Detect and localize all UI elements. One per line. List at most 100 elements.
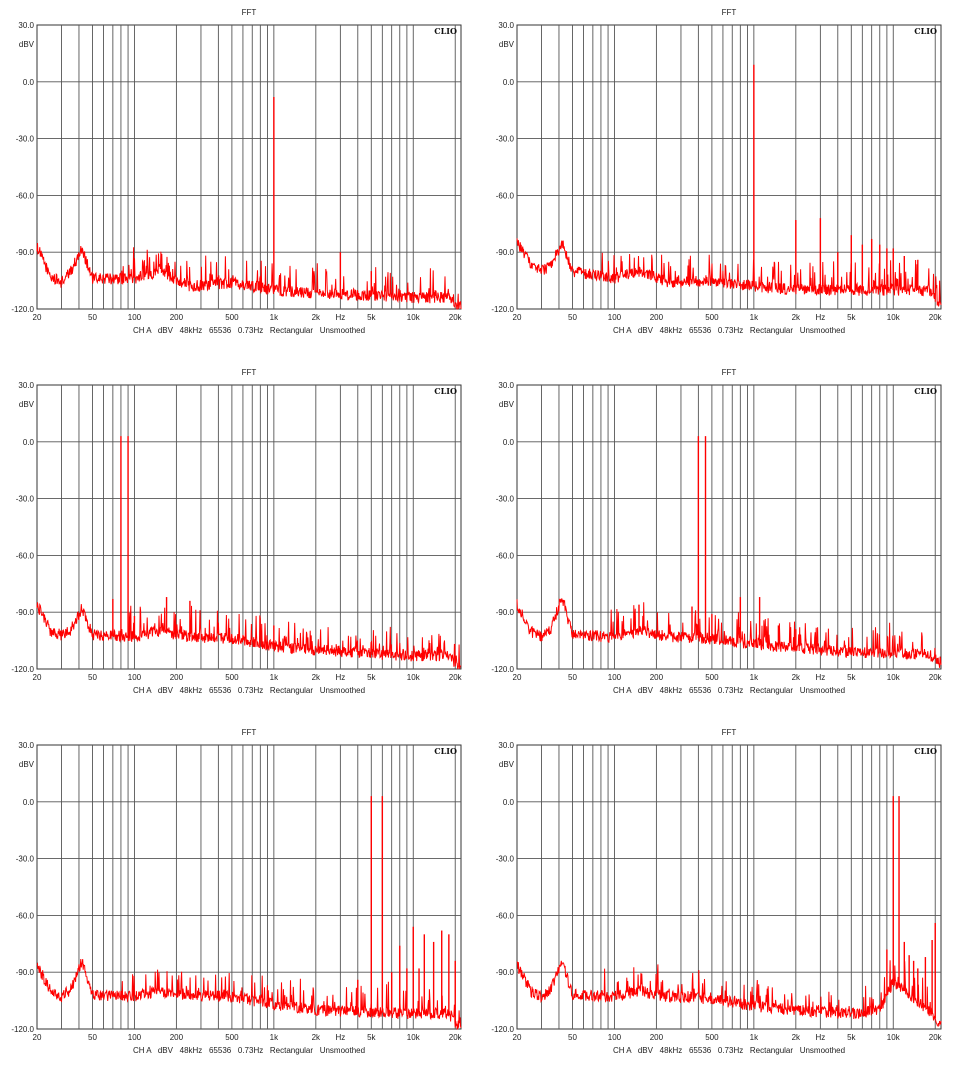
chart-title: FFT [722,728,737,737]
y-tick-label: -60.0 [16,551,35,560]
x-tick-label: 200 [170,673,184,682]
y-tick-label: -30.0 [16,495,35,504]
x-tick-label: 2k [312,313,321,322]
fft-chart: FFTCLIO30.0dBV0.0-30.0-60.0-90.0-120.020… [491,8,943,335]
x-tick-label: 2k [792,313,801,322]
x-tick-label: 50 [88,1033,97,1042]
x-tick-label: Hz [815,1033,825,1042]
y-tick-label: dBV [19,400,35,409]
y-tick-label: 0.0 [23,438,35,447]
fft-panel-4: FFT CLIO 30.0 dBV 0.0 -30.0 -60.0 -90.0 -120.0 20… [480,360,960,720]
clio-brand-label: CLIO [914,746,937,756]
x-tick-label: 20 [33,673,42,682]
x-tick-label: 100 [608,1033,622,1042]
x-tick-label: 10k [887,313,901,322]
x-tick-label: 5k [367,1033,376,1042]
plot-frame [36,384,462,670]
y-tick-label: -90.0 [496,608,515,617]
y-tick-label: 0.0 [503,78,515,87]
chart-title: FFT [242,8,257,17]
x-tick-label: 100 [608,673,622,682]
y-tick-label: -90.0 [16,248,35,257]
measurement-footer: CH A dBV 48kHz 65536 0.73Hz Rectangular … [133,1046,365,1055]
y-tick-label: dBV [19,40,35,49]
fft-panel-2: FFT CLIO 30.0 dBV 0.0 -30.0 -60.0 -90.0 -120.0 20… [480,0,960,360]
x-tick-label: 20k [449,673,463,682]
clio-brand-label: CLIO [914,26,937,36]
x-tick-label: 10k [887,673,901,682]
x-tick-label: 500 [225,313,239,322]
fft-panel-3: FFT CLIO 30.0 dBV 0.0 -30.0 -60.0 -90.0 -120.0 20… [0,360,480,720]
x-tick-label: 5k [847,1033,856,1042]
y-tick-label: -120.0 [11,665,34,674]
y-tick-label: dBV [19,760,35,769]
y-tick-label: -60.0 [16,911,35,920]
plot-frame [516,744,942,1030]
x-tick-label: 20 [33,1033,42,1042]
y-tick-label: -120.0 [491,305,514,314]
x-tick-label: 100 [128,313,142,322]
y-tick-label: 0.0 [23,78,35,87]
x-tick-label: 1k [750,673,759,682]
x-tick-label: 5k [367,313,376,322]
y-tick-label: -120.0 [491,1025,514,1034]
y-tick-label: 0.0 [503,798,515,807]
y-tick-label: -30.0 [496,495,515,504]
noise-floor-trace [36,242,462,310]
x-tick-label: 20k [929,1033,943,1042]
x-tick-label: 5k [847,673,856,682]
y-tick-label: 30.0 [18,21,34,30]
x-tick-label: 200 [650,313,664,322]
plot-frame [36,24,462,310]
y-tick-label: -60.0 [16,191,35,200]
y-tick-label: -30.0 [16,855,35,864]
measurement-footer: CH A dBV 48kHz 65536 0.73Hz Rectangular … [613,326,845,335]
clio-brand-label: CLIO [914,386,937,396]
y-tick-label: -60.0 [496,911,515,920]
x-tick-label: 20k [929,313,943,322]
measurement-footer: CH A dBV 48kHz 65536 0.73Hz Rectangular … [613,686,845,695]
fft-chart: FFTCLIO30.0dBV0.0-30.0-60.0-90.0-120.020… [11,368,463,695]
plot-frame [36,744,462,1030]
y-tick-label: 30.0 [18,381,34,390]
x-tick-label: Hz [815,673,825,682]
x-tick-label: 2k [312,673,321,682]
x-tick-label: 20 [513,1033,522,1042]
x-tick-label: 20k [449,313,463,322]
x-tick-label: 20 [513,673,522,682]
plot-frame [516,24,942,310]
y-tick-label: 0.0 [503,438,515,447]
x-tick-label: 200 [170,1033,184,1042]
y-tick-label: 30.0 [498,741,514,750]
fft-chart: FFTCLIO30.0dBV0.0-30.0-60.0-90.0-120.020… [491,728,943,1055]
x-tick-label: 20 [513,313,522,322]
fft-panel-6: FFT CLIO 30.0 dBV 0.0 -30.0 -60.0 -90.0 -120.0 20… [480,720,960,1080]
fft-chart: FFTCLIO30.0dBV0.0-30.0-60.0-90.0-120.020… [491,368,943,695]
y-tick-label: -120.0 [11,305,34,314]
x-tick-label: Hz [335,1033,345,1042]
y-tick-label: -30.0 [16,135,35,144]
y-tick-label: dBV [499,40,515,49]
noise-floor-trace [516,598,942,668]
y-tick-label: -30.0 [496,135,515,144]
y-tick-label: -30.0 [496,855,515,864]
fft-panel-5: FFT CLIO 30.0 dBV 0.0 -30.0 -60.0 -90.0 -120.0 20… [0,720,480,1080]
x-tick-label: 10k [407,673,421,682]
clio-brand-label: CLIO [434,746,457,756]
x-tick-label: 20k [929,673,943,682]
x-tick-label: 1k [750,313,759,322]
x-tick-label: 10k [407,1033,421,1042]
x-tick-label: 1k [270,313,279,322]
fft-chart: FFTCLIO30.0dBV0.0-30.0-60.0-90.0-120.020… [11,728,462,1055]
x-tick-label: 100 [128,1033,142,1042]
clio-brand-label: CLIO [434,26,457,36]
y-tick-label: 30.0 [18,741,34,750]
x-tick-label: 50 [568,313,577,322]
measurement-footer: CH A dBV 48kHz 65536 0.73Hz Rectangular … [613,1046,845,1055]
x-tick-label: 1k [270,1033,279,1042]
clio-brand-label: CLIO [434,386,457,396]
x-tick-label: 100 [128,673,142,682]
x-tick-label: 2k [792,1033,801,1042]
x-tick-label: 50 [88,313,97,322]
